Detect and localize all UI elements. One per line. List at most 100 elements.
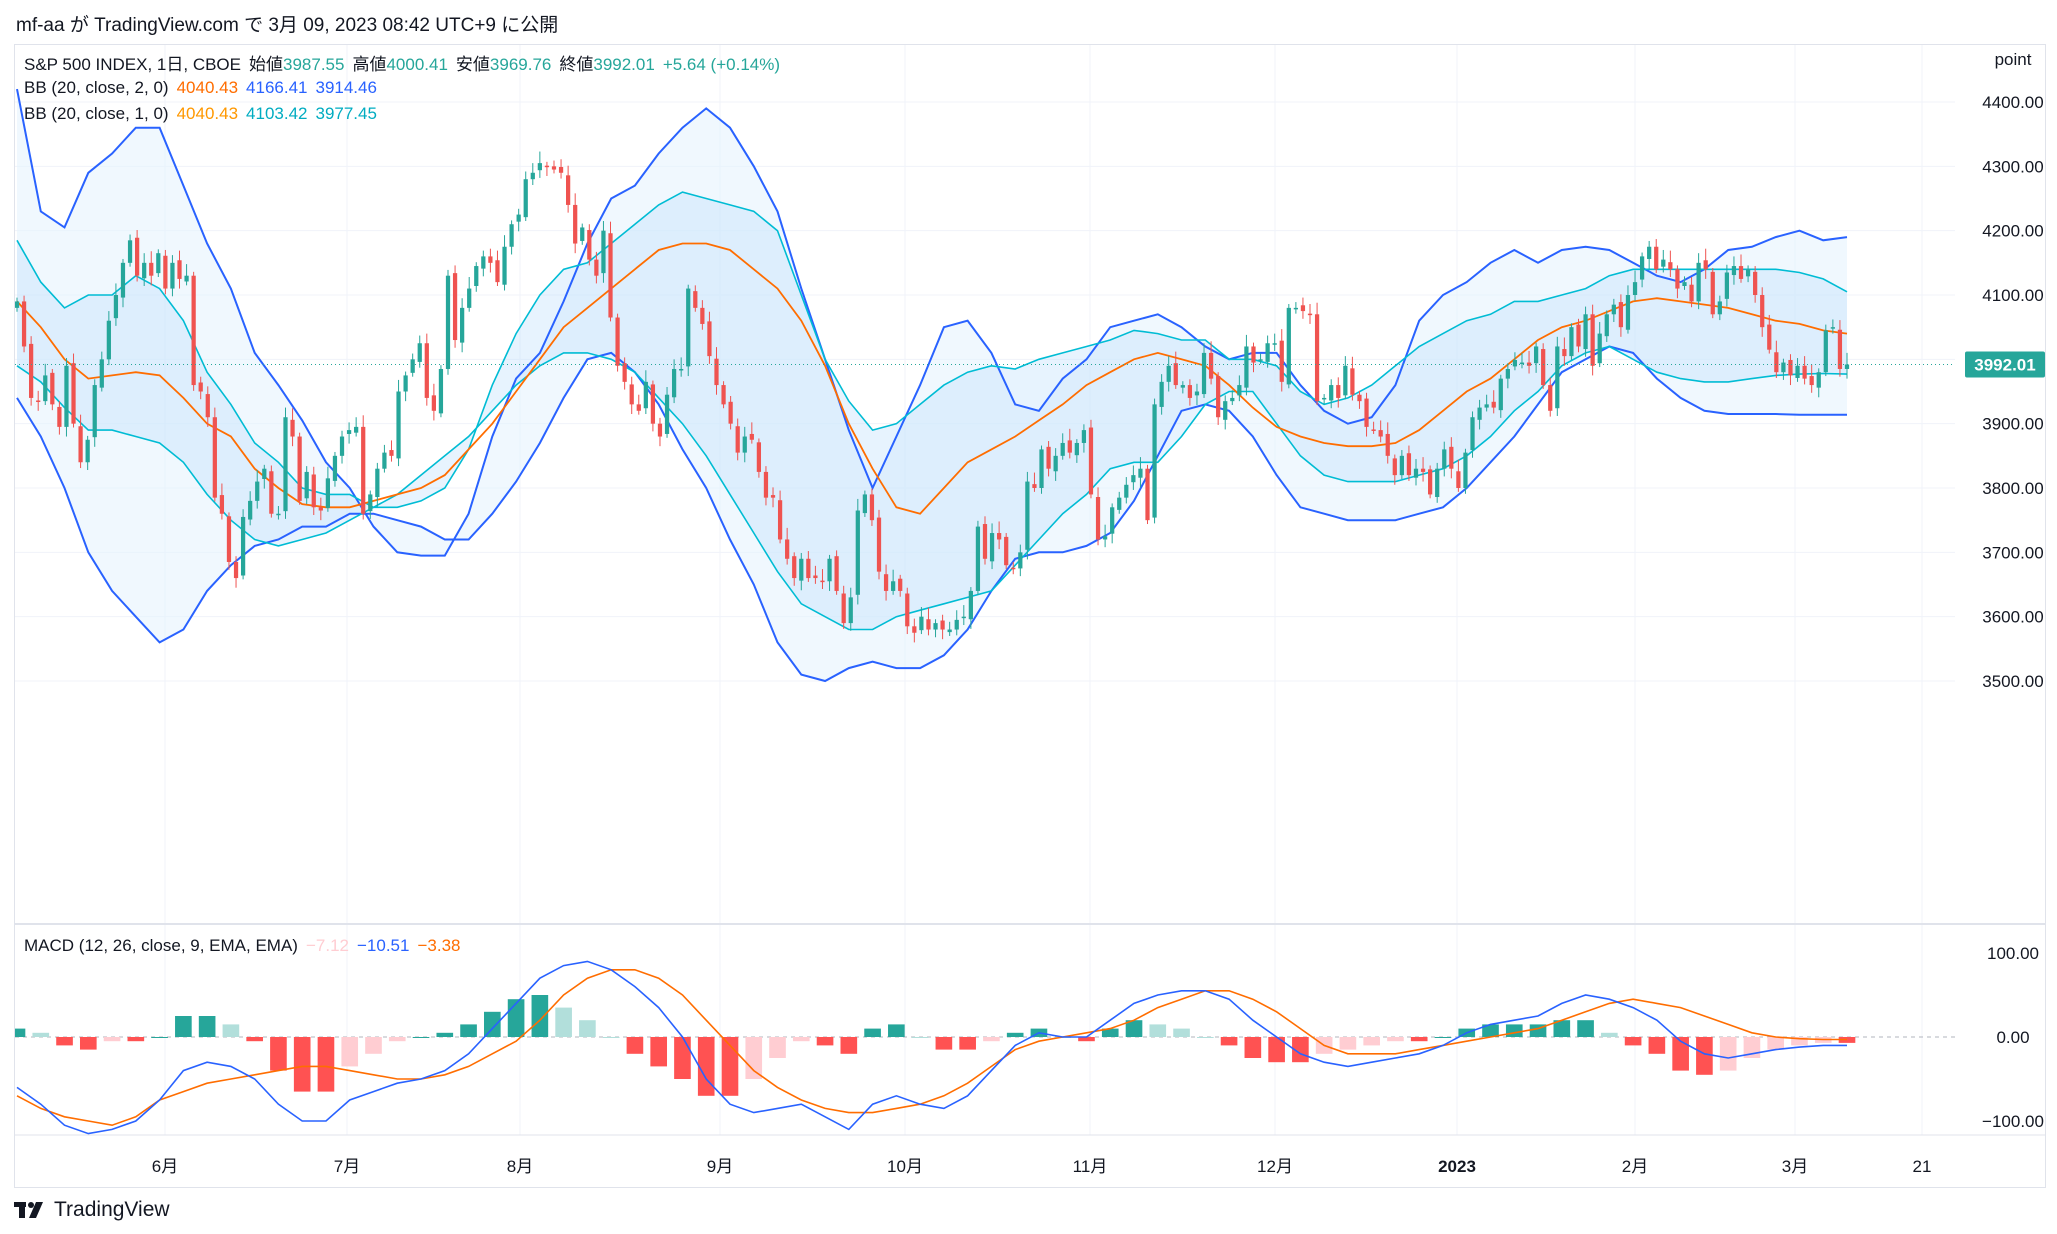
candle [1110,503,1115,544]
macd-histogram-bar [341,1037,359,1067]
macd-legend[interactable]: MACD (12, 26, close, 9, EMA, EMA) −7.12 −1… [24,936,468,956]
candle [255,469,260,509]
symbol-legend[interactable]: S&P 500 INDEX, 1日, CBOE 始値3987.55 高値4000.4… [24,50,788,75]
candle [1088,419,1094,499]
macd-histogram-bar [911,1037,929,1038]
candle [212,407,217,502]
candle [855,498,860,605]
candle [1548,377,1553,417]
candle [657,417,663,447]
candle-body [43,375,48,402]
price-axis: point 4400.00 4300.00 4200.00 4100.00 3900.00… [1982,50,2044,1131]
candle-body [997,533,1002,540]
footer-brand[interactable]: TradingView [14,1196,170,1224]
last-price-badge: 3992.01 [1965,351,2045,378]
candle-body [431,395,436,411]
candle-body [1597,333,1602,364]
candle-body [142,262,147,279]
candle [792,552,797,586]
candle-body [940,620,945,630]
candle-body [1293,307,1298,310]
candle-body [120,262,126,298]
candle [57,401,62,435]
candle-body [346,430,352,434]
candle-body [1442,449,1447,469]
chart-canvas[interactable]: point 4400.00 4300.00 4200.00 4100.00 3900.00… [15,45,2045,1187]
candle-body [92,385,97,438]
candle [601,221,606,283]
macd-tick-label: −100.00 [1982,1112,2044,1131]
candle-body [177,260,182,279]
candle-body [820,580,825,583]
candle [1011,561,1016,575]
candle [262,464,267,489]
bb1-band-fill [17,192,1847,630]
candle [50,368,55,411]
candle-body [933,623,938,630]
candle-body [1201,352,1207,395]
candle-body [749,433,754,440]
candle-body [721,385,726,405]
candle [714,347,719,395]
candle [290,408,295,447]
candle [848,587,853,631]
candle-body [134,237,140,276]
low-value: 3969.76 [489,55,552,74]
candle-body [460,307,465,343]
candle-body [1322,397,1327,400]
candle [961,605,966,626]
candle [1152,398,1157,524]
candle-body [184,275,189,282]
bb1-basis: 4040.43 [176,104,239,123]
candle-body [1067,440,1072,453]
bb1-legend[interactable]: BB (20, close, 1, 0) 4040.43 4103.42 3977.4… [24,104,385,124]
candle [1032,472,1037,492]
candle-body [1343,365,1348,396]
candle [1385,422,1390,464]
candle-body [1477,407,1482,420]
candle [1689,276,1694,308]
candle-body [1032,484,1037,488]
candle [707,311,712,364]
candle [276,506,281,520]
candle [1774,340,1779,378]
brand-label: TradingView [54,1198,170,1221]
candle [862,490,867,517]
candle-body [1654,246,1659,270]
time-tick-label: 2月 [1622,1157,1648,1176]
candle [912,618,917,643]
candle [1745,265,1751,283]
candle-body [502,246,507,285]
candle [1682,276,1687,290]
chart-frame[interactable]: point 4400.00 4300.00 4200.00 4100.00 3900.00… [14,44,2046,1188]
candle [170,255,175,297]
candle-body [1371,429,1376,431]
candle [664,386,670,438]
candle [1449,437,1454,479]
candle-body [742,436,747,453]
candle [1569,323,1574,360]
candle [269,465,274,518]
candle [1378,420,1383,443]
candle-body [862,494,867,514]
candle-body [50,372,55,405]
candle [1533,342,1539,373]
candle [799,552,804,591]
candle [1004,533,1009,570]
candle-body [961,616,966,619]
candle-body [1463,452,1468,488]
candle-body [375,468,380,498]
candle-body [1364,398,1369,427]
candle-body [516,214,521,222]
candle [1710,267,1715,319]
candle-body [452,273,458,341]
macd-histogram-bar [1577,1020,1594,1037]
candle [1717,295,1722,321]
macd-histogram-bar [1387,1037,1404,1042]
candle [1597,322,1602,368]
candle-body [1625,295,1631,330]
bb2-legend[interactable]: BB (20, close, 2, 0) 4040.43 4166.41 3914.4… [24,78,385,98]
candle-body [1731,266,1737,276]
macd-histogram-bar [1624,1037,1642,1046]
candle-body [693,291,698,308]
